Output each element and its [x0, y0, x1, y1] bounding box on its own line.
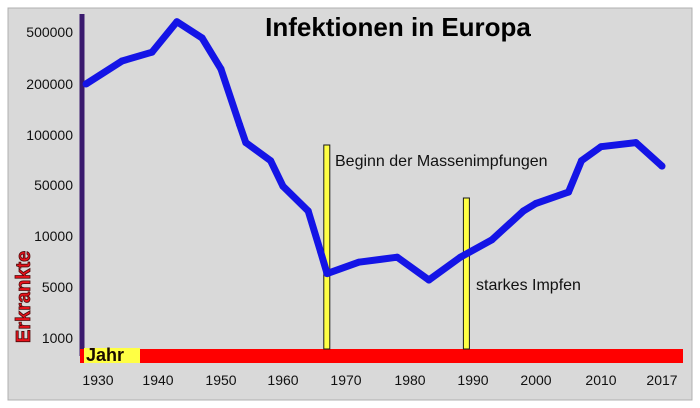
series-point [488, 236, 496, 244]
y-tick-label: 10000 [34, 228, 73, 244]
chart-title: Infektionen in Europa [265, 12, 531, 42]
annotation-labels: Beginn der Massenimpfungen starkes Impfen [335, 153, 581, 294]
series-point [267, 157, 275, 165]
series-point [304, 207, 312, 215]
y-tick-label: 500000 [26, 24, 73, 40]
series-point [425, 276, 433, 284]
annotation-markers [323, 144, 470, 350]
series-point [565, 188, 572, 196]
annotation-label: starkes Impfen [476, 277, 581, 294]
x-tick-label: 1960 [267, 372, 298, 388]
chart-background [8, 8, 692, 400]
series-point [82, 80, 90, 88]
x-tick-label: 2017 [646, 372, 677, 388]
y-tick-labels: 500000 200000 100000 50000 10000 5000 1000 [26, 24, 73, 346]
series-point [393, 253, 401, 261]
x-tick-label: 1950 [205, 372, 236, 388]
x-tick-label: 1990 [457, 372, 488, 388]
y-tick-label: 1000 [42, 330, 73, 346]
x-tick-label: 2000 [520, 372, 551, 388]
series-layer [82, 18, 666, 284]
series-point [242, 139, 250, 147]
y-tick-label: 50000 [34, 177, 73, 193]
x-tick-label: 1930 [82, 372, 113, 388]
y-tick-label: 100000 [26, 127, 73, 143]
series-point [532, 199, 540, 207]
y-tick-label: 5000 [42, 279, 73, 295]
x-tick-labels: 1930 1940 1950 1960 1970 1980 1990 2000 2010 2017 [82, 372, 677, 388]
x-tick-label: 2010 [585, 372, 616, 388]
series-point [658, 162, 666, 170]
series-point [578, 157, 585, 165]
series-point [519, 207, 527, 215]
series-point [173, 18, 181, 26]
series-point [355, 258, 363, 266]
series-point [118, 57, 126, 65]
series-point [317, 248, 325, 256]
annotation-marker-line [323, 144, 331, 350]
series-point [597, 143, 605, 151]
annotation-label: Beginn der Massenimpfungen [335, 153, 548, 170]
series-point [323, 270, 331, 278]
series-point [236, 121, 244, 129]
x-tick-label: 1980 [394, 372, 425, 388]
x-axis-bar [80, 349, 683, 363]
series-point [148, 48, 156, 56]
x-tick-label: 1940 [142, 372, 173, 388]
y-tick-label: 200000 [26, 76, 73, 92]
series-point [217, 65, 225, 73]
series-point [632, 139, 640, 147]
x-tick-label: 1970 [330, 372, 361, 388]
series-point [198, 34, 206, 42]
chart-frame-border [7, 7, 693, 401]
x-axis-label-box [84, 348, 140, 363]
series-point [279, 182, 287, 190]
annotation-marker-line [462, 197, 470, 350]
series-point [456, 253, 464, 261]
y-axis-label: Erkrankte [13, 251, 35, 343]
x-axis-label: Jahr [86, 345, 124, 365]
